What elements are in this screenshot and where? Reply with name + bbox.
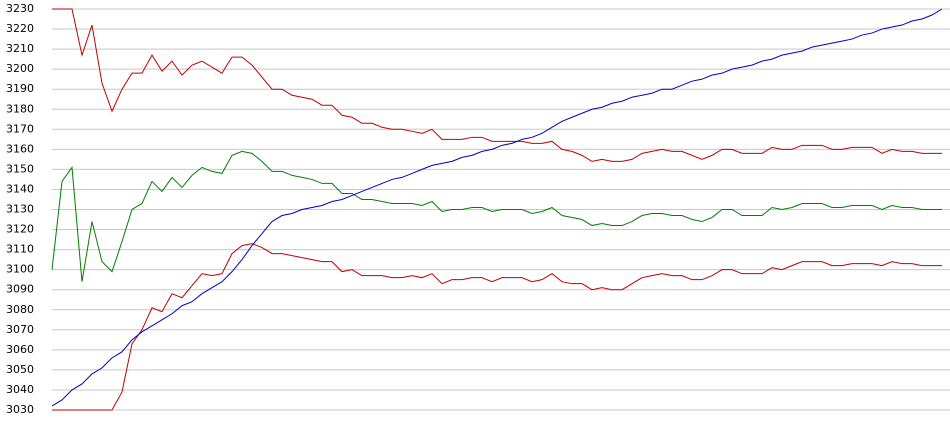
- series-line: [52, 8, 942, 162]
- y-tick-label: 3080: [6, 303, 34, 316]
- series-line: [51, 8, 943, 407]
- y-tick-label: 3100: [6, 263, 34, 276]
- y-tick-label: 3110: [6, 243, 34, 256]
- series-line: [52, 243, 942, 411]
- y-tick-label: 3090: [6, 283, 34, 296]
- y-tick-label: 3070: [6, 323, 34, 336]
- y-tick-label: 3160: [6, 142, 34, 155]
- y-tick-label: 3180: [6, 102, 34, 115]
- y-tick-label: 3060: [6, 343, 34, 356]
- series-line: [51, 150, 942, 282]
- y-tick-label: 3190: [6, 82, 34, 95]
- y-tick-label: 3030: [6, 403, 34, 416]
- y-tick-label: 3050: [6, 363, 34, 376]
- y-tick-label: 3140: [6, 182, 34, 195]
- y-tick-label: 3170: [6, 122, 34, 135]
- y-tick-label: 3150: [6, 162, 34, 175]
- y-tick-label: 3210: [6, 42, 34, 55]
- y-tick-label: 3040: [6, 383, 34, 396]
- y-tick-label: 3130: [6, 203, 34, 216]
- y-tick-label: 3120: [6, 223, 34, 236]
- y-tick-label: 3220: [6, 22, 34, 35]
- y-tick-label: 3230: [6, 2, 34, 15]
- y-tick-label: 3200: [6, 62, 34, 75]
